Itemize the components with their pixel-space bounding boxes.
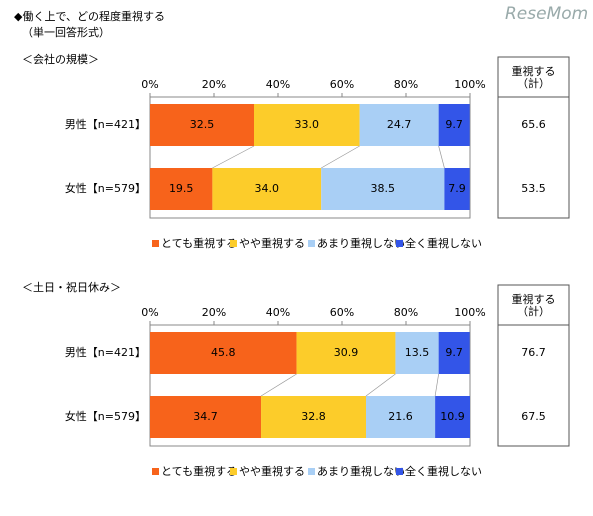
legend-label: やや重視する — [239, 236, 305, 250]
bar-segment — [438, 104, 470, 146]
value-label: 32.8 — [301, 410, 326, 423]
legend-swatch — [308, 240, 315, 247]
value-label: 34.0 — [255, 182, 280, 195]
total-table — [497, 56, 570, 219]
connector — [212, 145, 255, 169]
bar-segment — [150, 332, 297, 374]
bar-segment — [150, 168, 213, 210]
x-tick-label: 60% — [330, 78, 354, 91]
bar-segment — [359, 104, 439, 146]
total-table — [497, 284, 570, 447]
value-label: 24.7 — [387, 118, 412, 131]
connector — [260, 373, 297, 397]
bar-segment — [321, 168, 445, 210]
chart-subtitle: ＜土日・祝日休み＞ — [22, 280, 121, 294]
value-label: 33.0 — [295, 118, 320, 131]
bar-segment — [395, 332, 439, 374]
connector — [365, 373, 396, 397]
value-label: 30.9 — [334, 346, 359, 359]
legend-label: やや重視する — [239, 464, 305, 478]
bar-segment — [261, 396, 366, 438]
category-label: 女性【n=579】 — [65, 409, 146, 423]
x-tick-label: 0% — [141, 78, 158, 91]
x-tick-label: 40% — [266, 306, 290, 319]
x-tick-label: 40% — [266, 78, 290, 91]
value-label: 9.7 — [445, 346, 463, 359]
category-label: 男性【n=421】 — [65, 345, 146, 359]
bar-segment — [254, 104, 360, 146]
value-label: 10.9 — [440, 410, 465, 423]
bar-segment — [438, 332, 470, 374]
legend-swatch — [152, 468, 159, 475]
connector — [434, 373, 439, 397]
x-tick-label: 60% — [330, 306, 354, 319]
total-header: （計） — [517, 76, 550, 90]
bar-segment — [366, 396, 436, 438]
connector — [438, 145, 445, 169]
legend-label: 全く重視しない — [405, 464, 482, 478]
legend-swatch — [230, 468, 237, 475]
value-label: 9.7 — [445, 118, 463, 131]
total-value: 67.5 — [521, 410, 546, 423]
total-value: 76.7 — [521, 346, 546, 359]
value-label: 7.9 — [448, 182, 466, 195]
title: ◆働く上で、どの程度重視する — [14, 9, 165, 23]
connector — [321, 145, 360, 169]
bar-segment — [444, 168, 470, 210]
legend-label: あまり重視しない — [317, 464, 405, 478]
value-label: 34.7 — [193, 410, 218, 423]
legend-swatch — [152, 240, 159, 247]
plot-frame — [149, 324, 471, 447]
total-header: 重視する — [512, 64, 556, 78]
x-tick-label: 100% — [454, 306, 485, 319]
total-value: 65.6 — [521, 118, 546, 131]
value-label: 32.5 — [190, 118, 215, 131]
bar-segment — [296, 332, 396, 374]
legend-label: とても重視する — [161, 464, 237, 478]
chart-subtitle: ＜会社の規模＞ — [22, 52, 99, 66]
x-tick-label: 20% — [202, 78, 226, 91]
x-tick-label: 20% — [202, 306, 226, 319]
legend-label: あまり重視しない — [317, 236, 405, 250]
legend-swatch — [396, 240, 403, 247]
legend-label: 全く重視しない — [405, 236, 482, 250]
subtitle: （単一回答形式） — [22, 25, 110, 39]
bar-segment — [150, 104, 254, 146]
value-label: 38.5 — [371, 182, 396, 195]
x-tick-label: 100% — [454, 78, 485, 91]
value-label: 19.5 — [169, 182, 194, 195]
value-label: 13.5 — [405, 346, 430, 359]
bar-segment — [435, 396, 470, 438]
legend-swatch — [308, 468, 315, 475]
bar-segment — [150, 396, 262, 438]
total-header: 重視する — [512, 292, 556, 306]
x-tick-label: 80% — [394, 78, 418, 91]
legend-swatch — [230, 240, 237, 247]
bar-segment — [212, 168, 322, 210]
x-tick-label: 0% — [141, 306, 158, 319]
legend-label: とても重視する — [161, 236, 237, 250]
total-value: 53.5 — [521, 182, 546, 195]
category-label: 女性【n=579】 — [65, 181, 146, 195]
value-label: 21.6 — [388, 410, 413, 423]
legend-swatch — [396, 468, 403, 475]
category-label: 男性【n=421】 — [65, 117, 146, 131]
plot-frame — [149, 96, 471, 219]
value-label: 45.8 — [211, 346, 236, 359]
watermark: ReseMom — [505, 4, 588, 24]
total-header: （計） — [517, 304, 550, 318]
x-tick-label: 80% — [394, 306, 418, 319]
